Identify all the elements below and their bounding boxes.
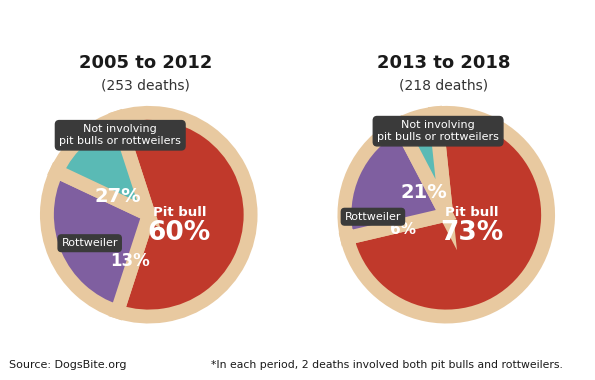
Text: 2005 to 2012: 2005 to 2012 — [79, 54, 212, 72]
Text: *In each period, 2 deaths involved both pit bulls and rottweilers.: *In each period, 2 deaths involved both … — [211, 361, 563, 370]
Text: 13%: 13% — [111, 252, 151, 269]
Text: Pit bull: Pit bull — [445, 206, 499, 219]
Text: 21%: 21% — [400, 183, 447, 202]
Text: Source: DogsBite.org: Source: DogsBite.org — [9, 361, 126, 370]
Text: 27%: 27% — [95, 187, 142, 206]
Text: 73%: 73% — [440, 220, 503, 246]
Text: 60%: 60% — [148, 220, 211, 246]
Wedge shape — [345, 124, 446, 238]
Text: Pit bull: Pit bull — [152, 206, 206, 219]
Wedge shape — [57, 118, 149, 215]
Wedge shape — [47, 171, 149, 312]
Text: 2013 to 2018: 2013 to 2018 — [377, 54, 510, 72]
Wedge shape — [117, 113, 250, 317]
Wedge shape — [399, 113, 446, 215]
Text: 14 Years of U.S. Dog Bite Fatalities in Two Periods: 14 Years of U.S. Dog Bite Fatalities in … — [33, 13, 562, 32]
Text: Not involving
pit bulls or rottweilers: Not involving pit bulls or rottweilers — [60, 125, 181, 146]
Wedge shape — [347, 113, 548, 317]
Text: Rottweiler: Rottweiler — [61, 238, 118, 248]
Text: (253 deaths): (253 deaths) — [101, 79, 190, 92]
Text: Rottweiler: Rottweiler — [345, 212, 401, 222]
Text: Not involving
pit bulls or rottweilers: Not involving pit bulls or rottweilers — [377, 120, 499, 142]
Text: (218 deaths): (218 deaths) — [399, 79, 488, 92]
Text: 6%: 6% — [390, 222, 416, 238]
